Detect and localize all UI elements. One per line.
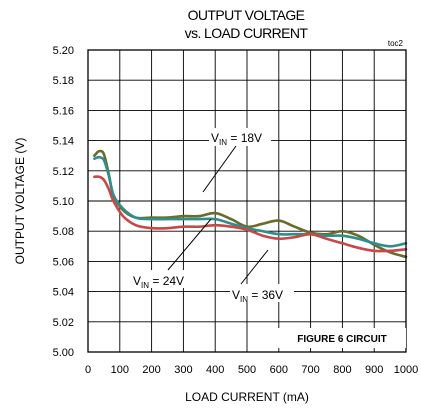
figure-box: FIGURE 6 CIRCUIT <box>278 328 406 348</box>
y-tick-label: 5.04 <box>53 287 74 299</box>
y-tick-label: 5.08 <box>53 226 74 238</box>
x-tick-label: 100 <box>111 364 129 376</box>
x-tick-label: 800 <box>333 364 351 376</box>
x-tick-label: 500 <box>238 364 256 376</box>
annotation-24v-text: VIN = 24V <box>133 274 184 290</box>
x-tick-label: 600 <box>270 364 288 376</box>
series-group <box>93 149 408 259</box>
annotation-36v-leader <box>240 249 269 285</box>
y-tick-label: 5.10 <box>53 196 74 208</box>
y-axis-label: OUTPUT VOLTAGE (V) <box>13 138 27 265</box>
annotation-18v-bg <box>209 128 271 146</box>
series-line-2 <box>93 175 408 253</box>
y-tick-labels: 5.00 5.02 5.04 5.06 5.08 5.10 5.12 5.14 5.16 5.18… <box>53 45 74 359</box>
x-tick-label: 300 <box>174 364 192 376</box>
x-tick-label: 200 <box>142 364 160 376</box>
grid <box>87 49 407 353</box>
y-tick-label: 5.20 <box>53 45 74 57</box>
annotation-24v-leader <box>167 218 212 271</box>
annotation-vin-36v: VIN = 36V <box>230 249 294 304</box>
figure-box-bg <box>278 328 406 348</box>
x-tick-label: 0 <box>85 364 91 376</box>
y-tick-label: 5.02 <box>53 317 74 329</box>
x-axis-label: LOAD CURRENT (mA) <box>185 390 309 404</box>
annotation-36v-text: VIN = 36V <box>232 288 283 304</box>
x-tick-label: 400 <box>206 364 224 376</box>
chart-subtitle: vs. LOAD CURRENT <box>185 25 309 41</box>
annotation-vin-18v: VIN = 18V <box>202 128 271 193</box>
annotation-36v-bg <box>230 284 294 302</box>
chart-tag: toc2 <box>388 39 404 48</box>
x-tick-label: 900 <box>365 364 383 376</box>
series-line-0 <box>93 149 408 259</box>
y-tick-label: 5.14 <box>53 136 74 148</box>
x-tick-label: 1000 <box>394 364 418 376</box>
y-tick-label: 5.16 <box>53 105 74 117</box>
figure-box-label: FIGURE 6 CIRCUIT <box>297 334 386 345</box>
annotation-vin-24v: VIN = 24V <box>131 218 212 290</box>
annotation-18v-leader <box>202 145 237 193</box>
y-tick-label: 5.18 <box>53 75 74 87</box>
chart-title: OUTPUT VOLTAGE <box>188 7 305 23</box>
plot-frame <box>87 49 407 353</box>
annotation-24v-bg <box>131 270 195 288</box>
y-tick-label: 5.06 <box>53 256 74 268</box>
x-tick-label: 700 <box>301 364 319 376</box>
y-tick-label: 5.12 <box>53 166 74 178</box>
x-tick-labels: 0 100 200 300 400 500 600 700 800 900 1000 <box>85 364 418 376</box>
y-tick-label: 5.00 <box>53 347 74 359</box>
series-line-1 <box>93 155 408 248</box>
annotation-18v-text: VIN = 18V <box>211 131 262 147</box>
